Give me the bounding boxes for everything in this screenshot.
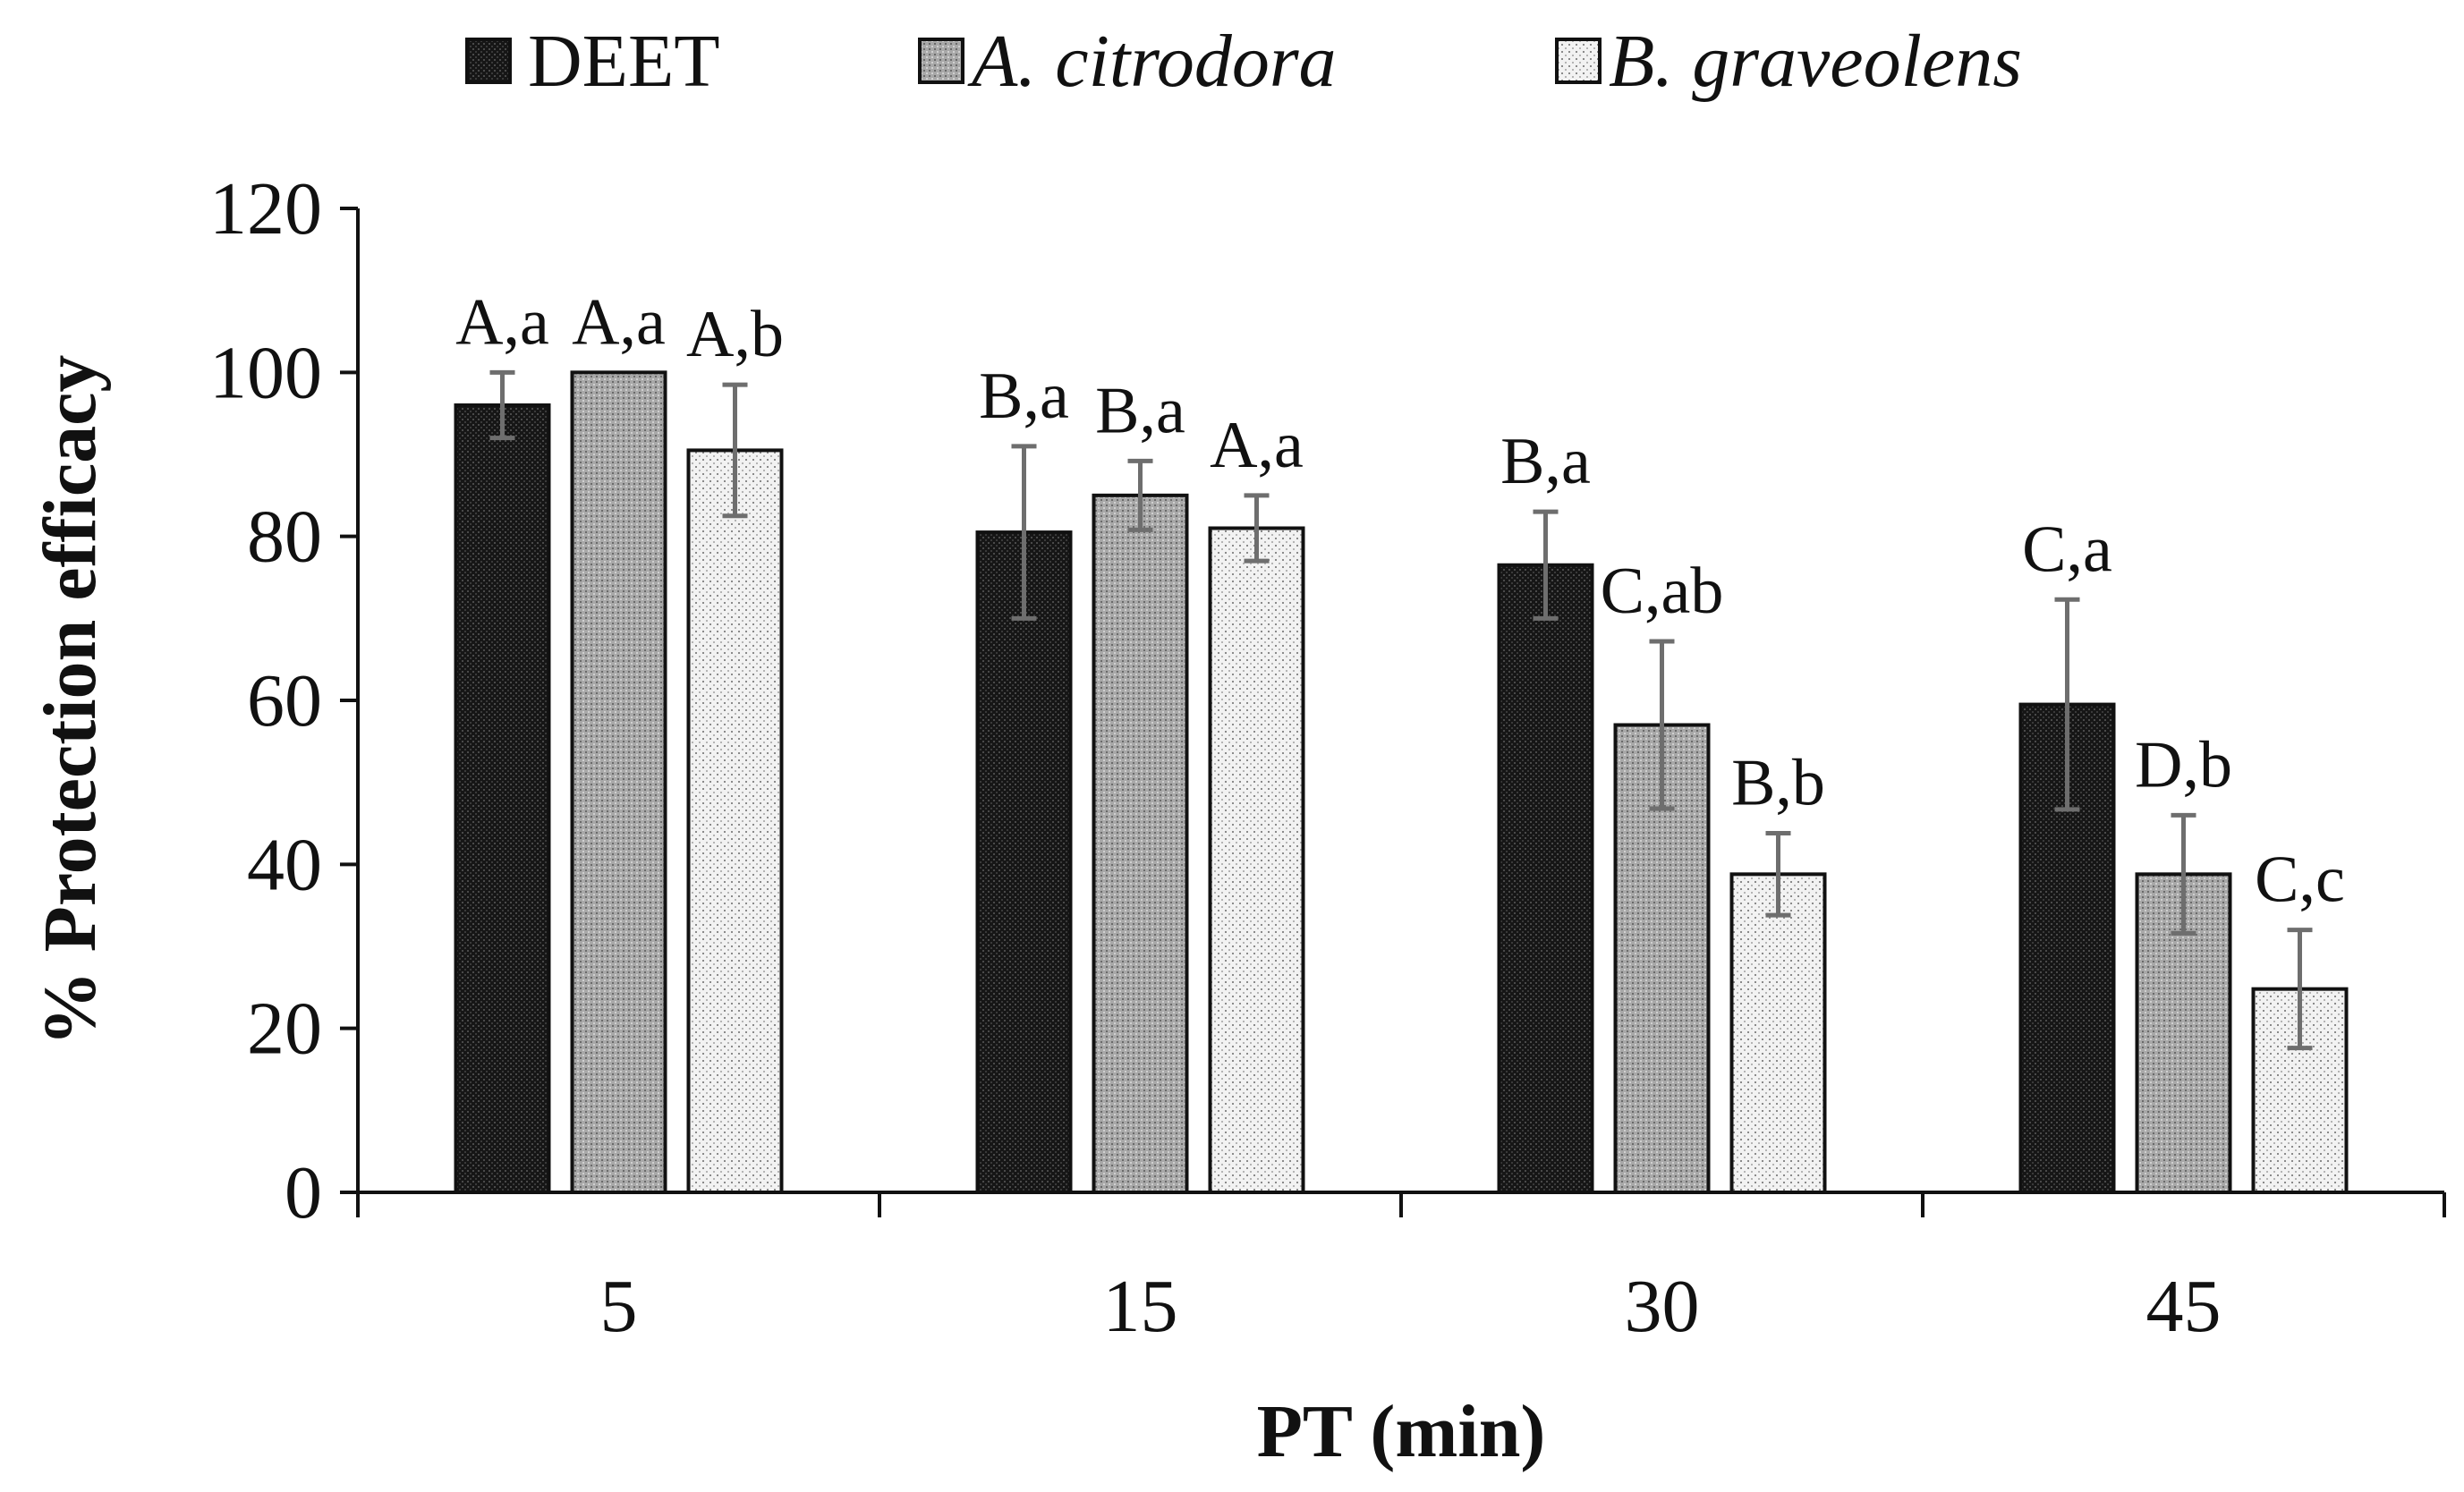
significance-label: A,a (1210, 409, 1304, 482)
x-tick-label: 30 (1625, 1265, 1700, 1348)
x-axis-ticks: 5 15 30 45 (356, 1192, 2446, 1348)
y-tick-label: 0 (285, 1151, 322, 1234)
significance-label: B,b (1731, 747, 1825, 820)
legend-label-a-citrodora: A. citrodora (967, 20, 1337, 103)
x-tick-label: 5 (600, 1265, 638, 1348)
bar (686, 448, 784, 1194)
bar (1729, 872, 1827, 1194)
bars (454, 370, 2349, 1195)
significance-labels: A,aB,aB,aC,aA,aB,aC,abD,bA,bA,aB,bC,c (455, 285, 2345, 916)
y-tick-label: 100 (209, 331, 322, 414)
legend-item-a-citrodora: A. citrodora (918, 20, 1337, 103)
significance-label: A,a (455, 285, 549, 359)
y-axis-title: % Protection efficacy (29, 355, 112, 1047)
y-tick-label: 120 (209, 167, 322, 250)
error-bars (489, 369, 2313, 1051)
bar (975, 530, 1073, 1194)
legend: DEET A. citrodora B. graveolens (465, 20, 2022, 103)
significance-label: A,a (572, 285, 666, 359)
bar (1497, 563, 1594, 1194)
significance-label: C,a (2022, 513, 2112, 586)
legend-item-deet: DEET (465, 20, 720, 103)
bar (2135, 872, 2232, 1194)
bar (2018, 702, 2116, 1194)
bar (454, 403, 551, 1194)
y-tick-label: 40 (247, 823, 322, 906)
x-tick-label: 15 (1103, 1265, 1178, 1348)
x-tick-label: 45 (2146, 1265, 2222, 1348)
significance-label: B,a (1500, 425, 1591, 498)
bar (1092, 493, 1189, 1194)
legend-label-b-graveolens: B. graveolens (1609, 20, 2022, 103)
x-axis-title: PT (min) (1257, 1390, 1546, 1473)
bar (1208, 526, 1305, 1194)
y-axis-ticks: 0 20 40 60 80 100 120 (209, 167, 358, 1234)
significance-label: B,a (1095, 374, 1185, 447)
significance-label: A,b (686, 298, 784, 371)
y-tick-label: 60 (247, 659, 322, 742)
significance-label: B,a (979, 360, 1069, 433)
legend-swatch-b-graveolens (1555, 38, 1602, 84)
legend-label-deet: DEET (528, 20, 720, 103)
significance-label: D,b (2135, 728, 2232, 801)
significance-label: C,c (2255, 843, 2345, 917)
legend-item-b-graveolens: B. graveolens (1555, 20, 2022, 103)
legend-swatch-deet (465, 38, 512, 84)
y-tick-label: 80 (247, 496, 322, 579)
significance-label: C,ab (1601, 555, 1724, 628)
legend-swatch-a-citrodora (918, 38, 964, 84)
bar (570, 370, 667, 1195)
y-tick-label: 20 (247, 988, 322, 1071)
